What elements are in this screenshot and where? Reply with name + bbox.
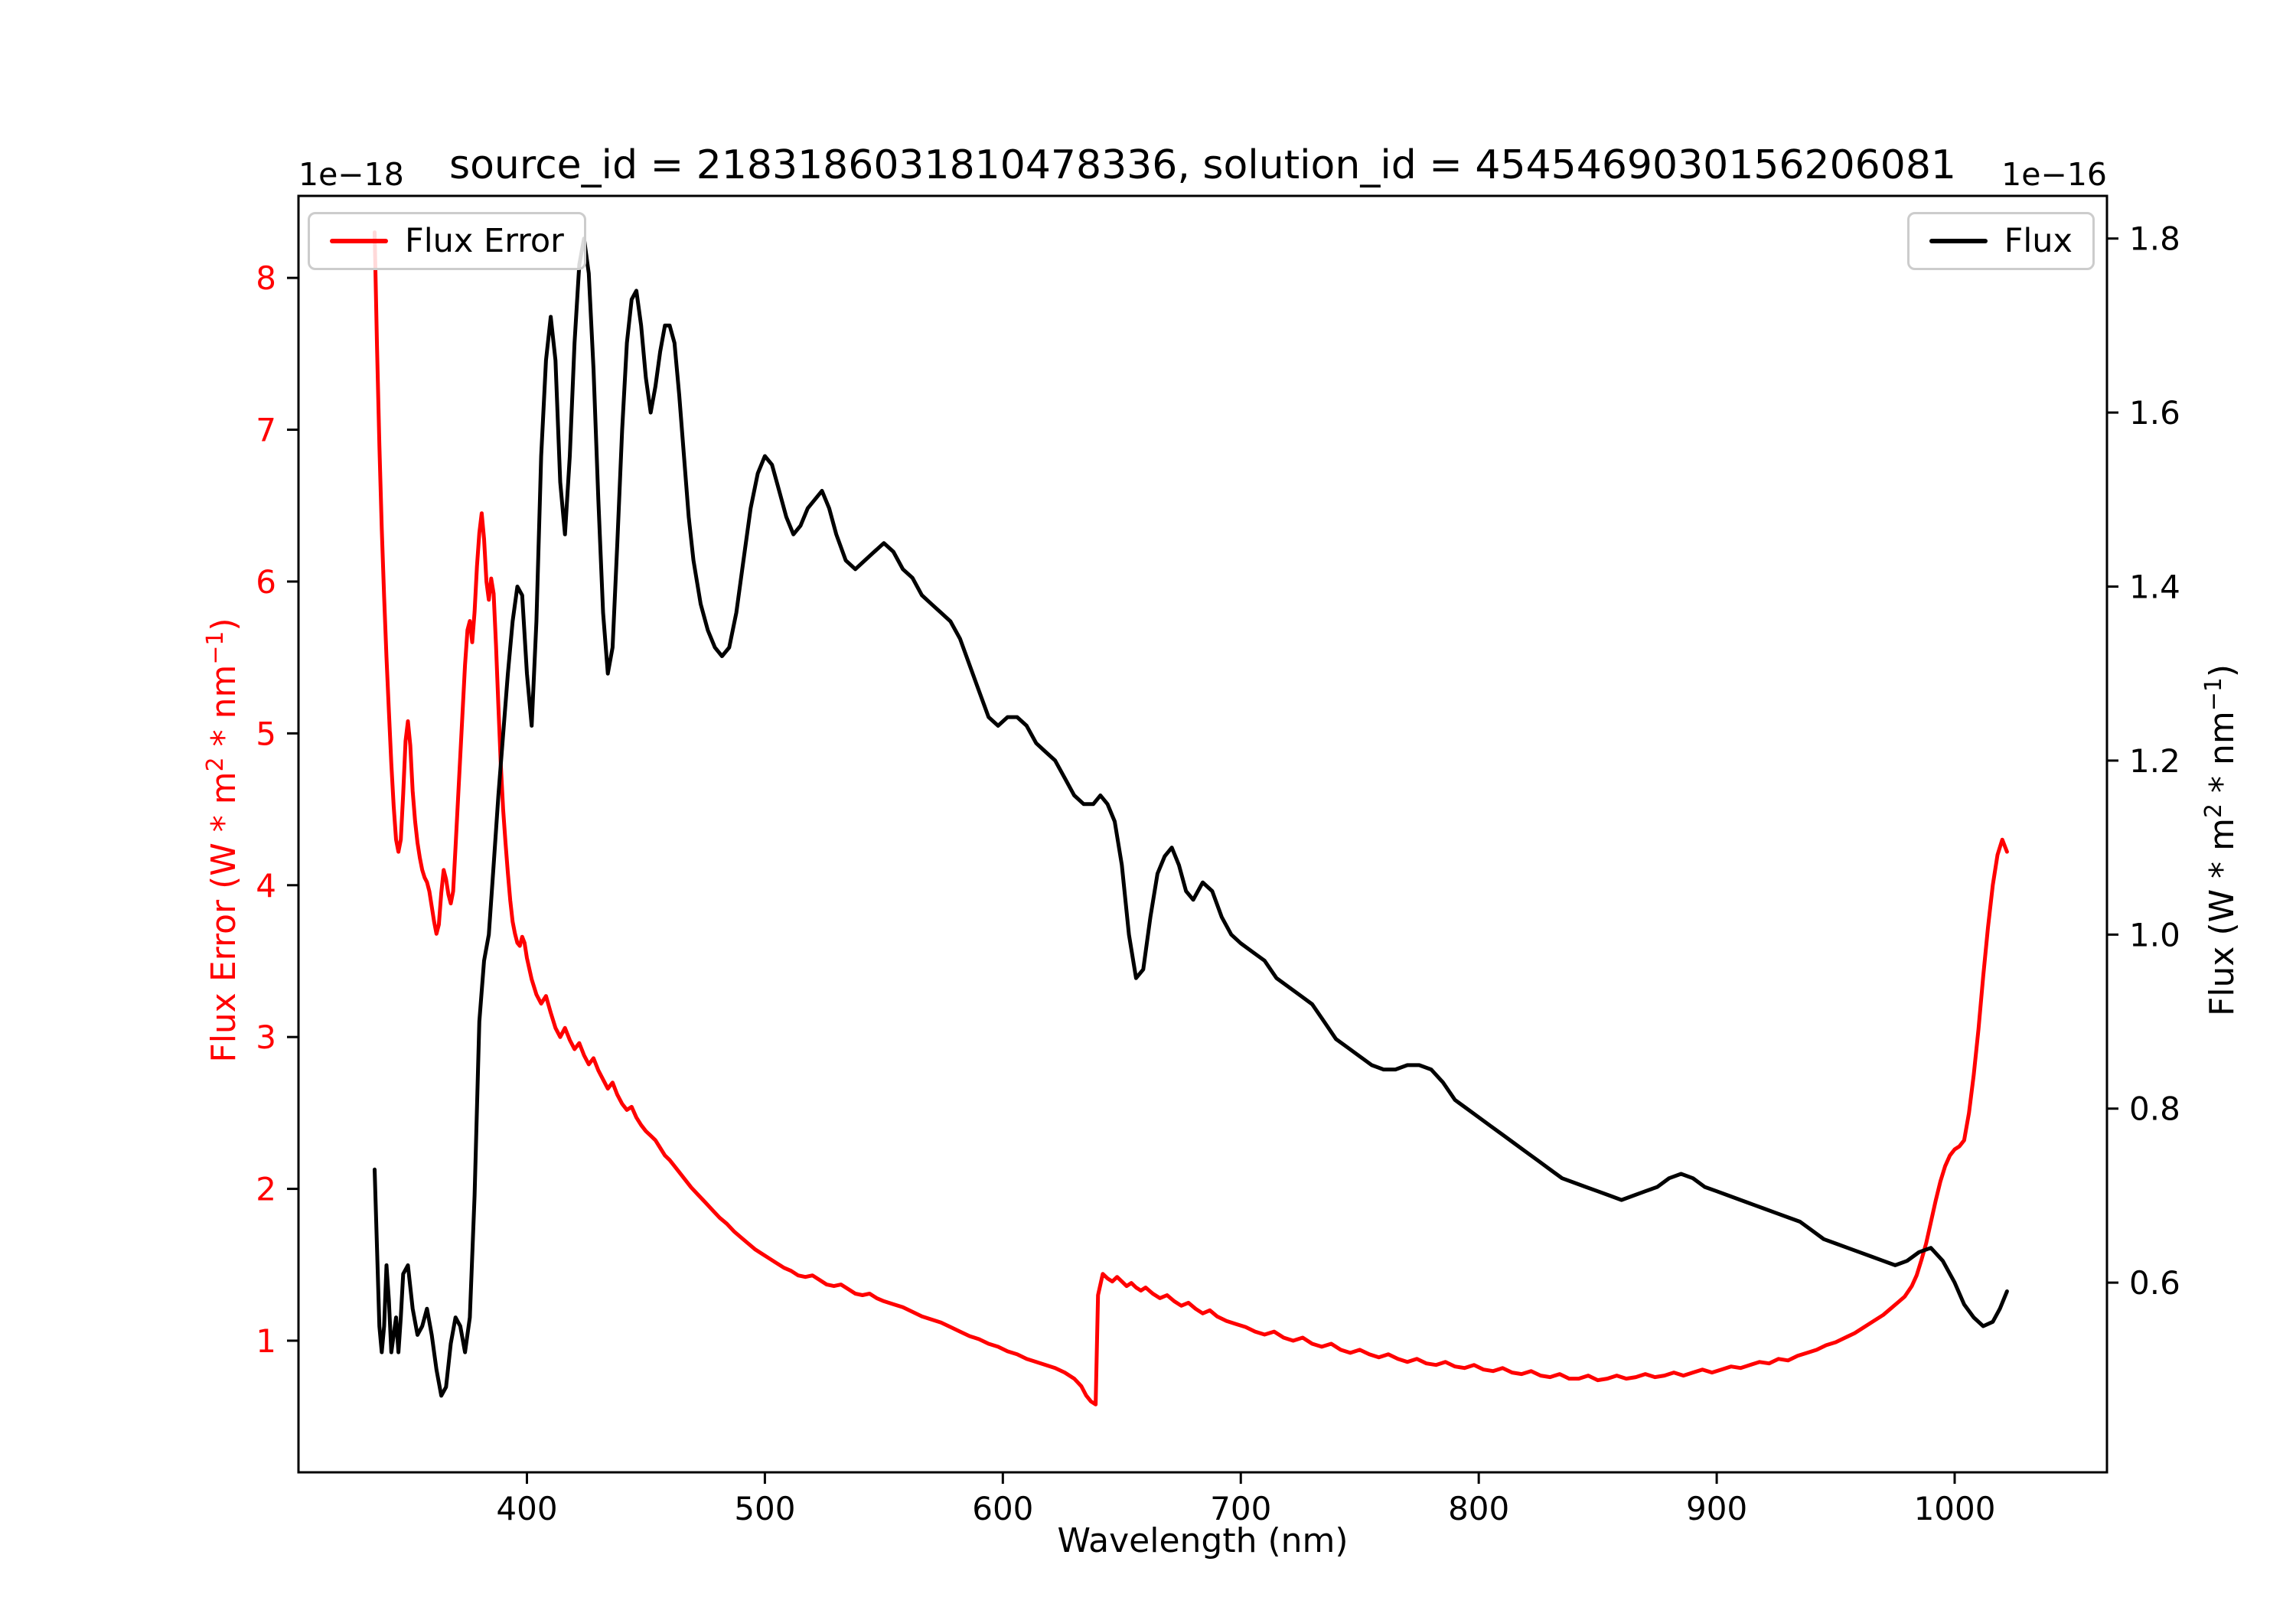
flux-legend-line-icon bbox=[1929, 239, 1988, 243]
y-right-tick-label: 0.6 bbox=[2129, 1264, 2180, 1302]
y-right-tick-label: 1.2 bbox=[2129, 742, 2180, 780]
axes-frame bbox=[297, 194, 2108, 1474]
y-left-tick-label: 8 bbox=[256, 259, 276, 297]
x-axis-ticks: 400 500 600 700 800 900 1000 bbox=[496, 1472, 1995, 1527]
y-left-tick-label: 7 bbox=[256, 412, 276, 449]
legend-flux: Flux bbox=[1906, 212, 2095, 270]
y-axis-label-right: Flux (W * m2 * nm−1) bbox=[2200, 664, 2242, 1016]
x-axis-label: Wavelength (nm) bbox=[1057, 1521, 1349, 1560]
x-tick-label: 900 bbox=[1686, 1490, 1747, 1527]
chart-title: source_id = 2183186031810478336, solutio… bbox=[448, 142, 1957, 188]
series-line-flux bbox=[373, 236, 2009, 1398]
y-right-tick-label: 0.8 bbox=[2129, 1090, 2180, 1128]
legend-flux-error: Flux Error bbox=[308, 212, 586, 270]
series-line-flux-error bbox=[373, 230, 2009, 1407]
legend-flux-label: Flux bbox=[2004, 222, 2073, 260]
y-left-tick-label: 1 bbox=[256, 1322, 276, 1360]
y-left-tick-label: 3 bbox=[256, 1019, 276, 1056]
y-right-tick-label: 1.6 bbox=[2129, 394, 2180, 432]
flux-error-legend-line-icon bbox=[330, 239, 388, 243]
y-left-tick-label: 5 bbox=[256, 715, 276, 752]
x-tick-label: 500 bbox=[734, 1490, 795, 1527]
x-tick-label: 400 bbox=[496, 1490, 557, 1527]
x-tick-label: 600 bbox=[972, 1490, 1033, 1527]
y-axis-right-ticks: 0.6 0.8 1.0 1.2 1.4 1.6 1.8 bbox=[2107, 220, 2180, 1302]
y-left-tick-label: 6 bbox=[256, 563, 276, 601]
y-axis-left-ticks: 1 2 3 4 5 6 7 8 bbox=[256, 259, 298, 1360]
y-right-tick-label: 1.4 bbox=[2129, 569, 2180, 606]
x-tick-label: 700 bbox=[1210, 1490, 1271, 1527]
right-axis-offset-label: 1e−16 bbox=[2001, 156, 2107, 193]
legend-flux-error-label: Flux Error bbox=[405, 222, 564, 260]
y-right-tick-label: 1.0 bbox=[2129, 916, 2180, 953]
y-right-tick-label: 1.8 bbox=[2129, 220, 2180, 258]
y-left-tick-label: 2 bbox=[256, 1171, 276, 1208]
y-left-tick-label: 4 bbox=[256, 867, 276, 905]
x-tick-label: 800 bbox=[1448, 1490, 1509, 1527]
left-axis-offset-label: 1e−18 bbox=[298, 156, 404, 193]
y-axis-label-left: Flux Error (W * m2 * nm−1) bbox=[202, 618, 243, 1063]
x-tick-label: 1000 bbox=[1914, 1490, 1996, 1527]
